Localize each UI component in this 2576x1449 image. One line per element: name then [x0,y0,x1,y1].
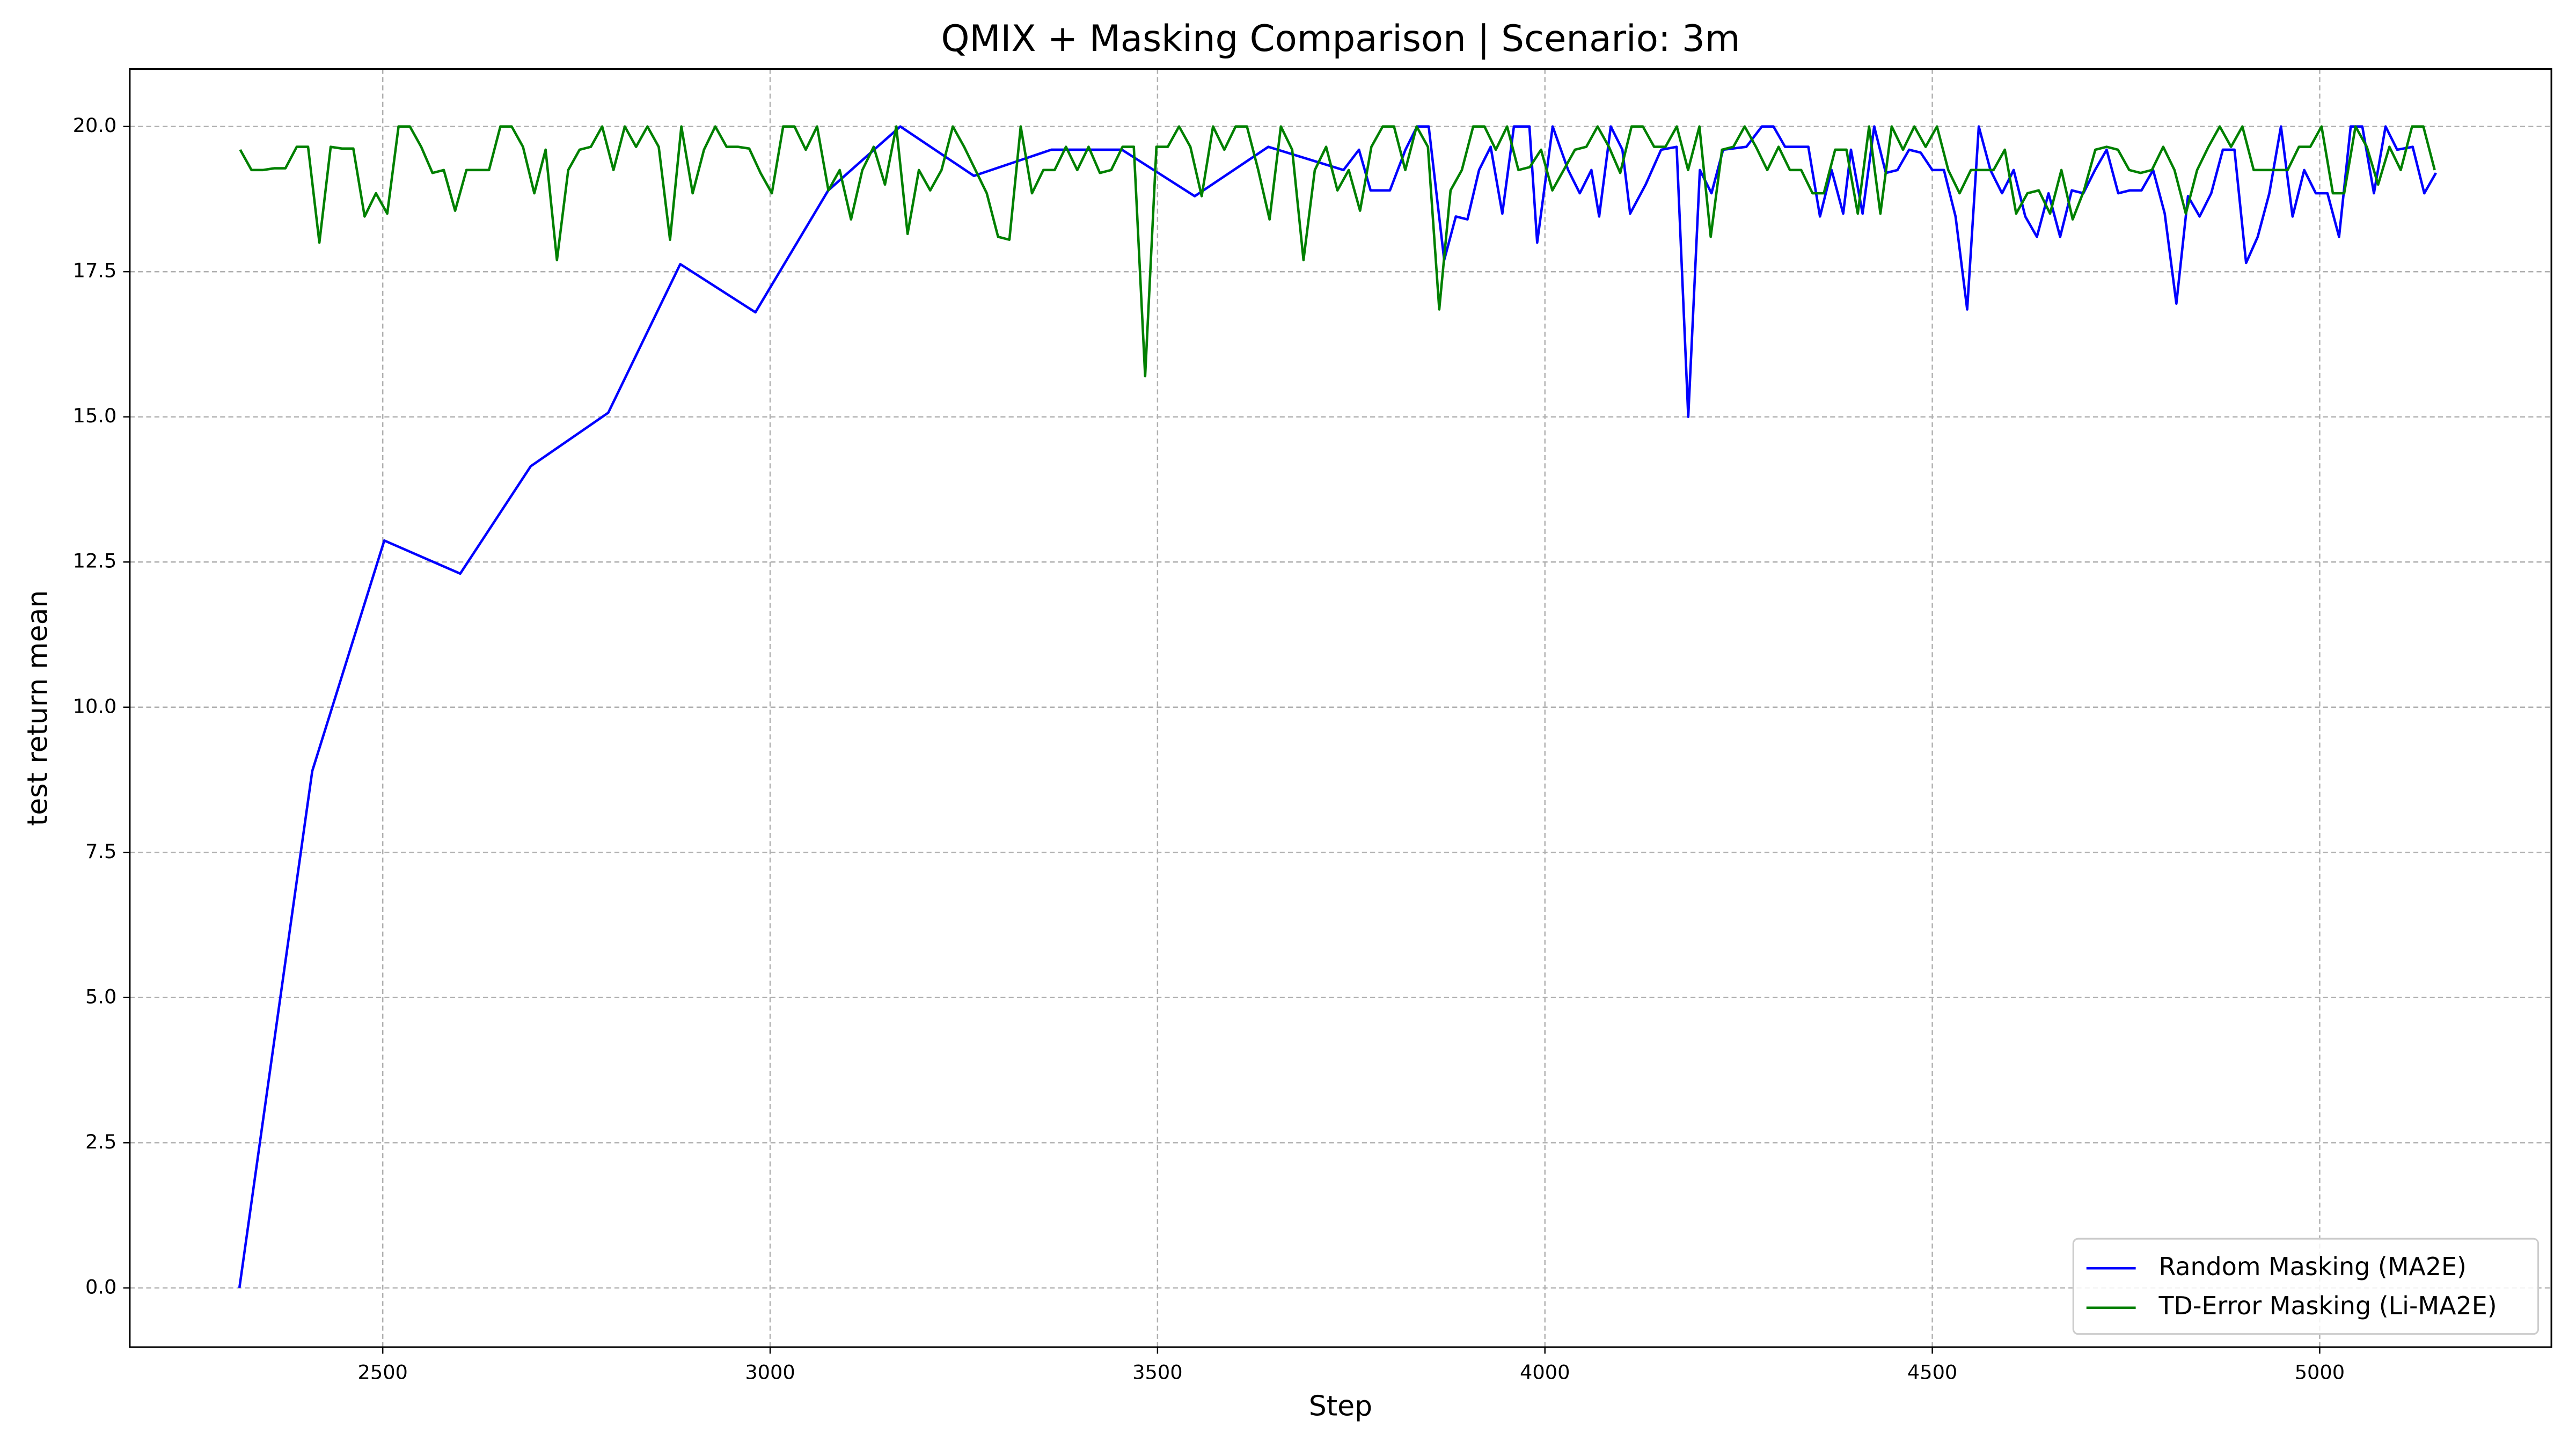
y-tick-label: 7.5 [85,840,116,863]
legend-box [2072,1238,2540,1335]
y-tick-label: 10.0 [73,694,117,718]
series-line [239,125,2436,378]
x-tick-label: 2500 [357,1361,407,1384]
x-tick-label: 4000 [1520,1361,1570,1384]
y-tick-label: 12.5 [73,550,117,573]
plot-frame [129,68,2552,1348]
y-axis-label: test return mean [21,590,54,826]
x-tick-label: 3000 [745,1361,795,1384]
legend-label: Random Masking (MA2E) [2158,1252,2467,1281]
y-tick-label: 15.0 [73,404,117,427]
ticks: 2500 3000 3500 4000 4500 5000 0.0 2.5 5.0 7.5 10.0… [73,114,2345,1384]
grid [129,69,2552,1348]
x-tick-label: 5000 [2295,1361,2345,1384]
y-tick-label: 0.0 [85,1275,116,1298]
y-tick-label: 17.5 [73,259,117,282]
series-line [238,125,2437,1289]
y-tick-label: 2.5 [85,1130,116,1153]
y-tick-label: 20.0 [73,114,117,137]
x-axis-label: Step [1309,1390,1372,1422]
chart-title: QMIX + Masking Comparison | Scenario: 3m [941,17,1740,60]
legend-label: TD-Error Masking (Li-MA2E) [2158,1291,2497,1320]
legend: Random Masking (MA2E) TD-Error Masking (L… [2072,1238,2540,1335]
y-tick-label: 5.0 [85,985,116,1008]
x-tick-label: 4500 [1907,1361,1957,1384]
plot-lines [238,125,2437,1289]
x-tick-label: 3500 [1132,1361,1182,1384]
